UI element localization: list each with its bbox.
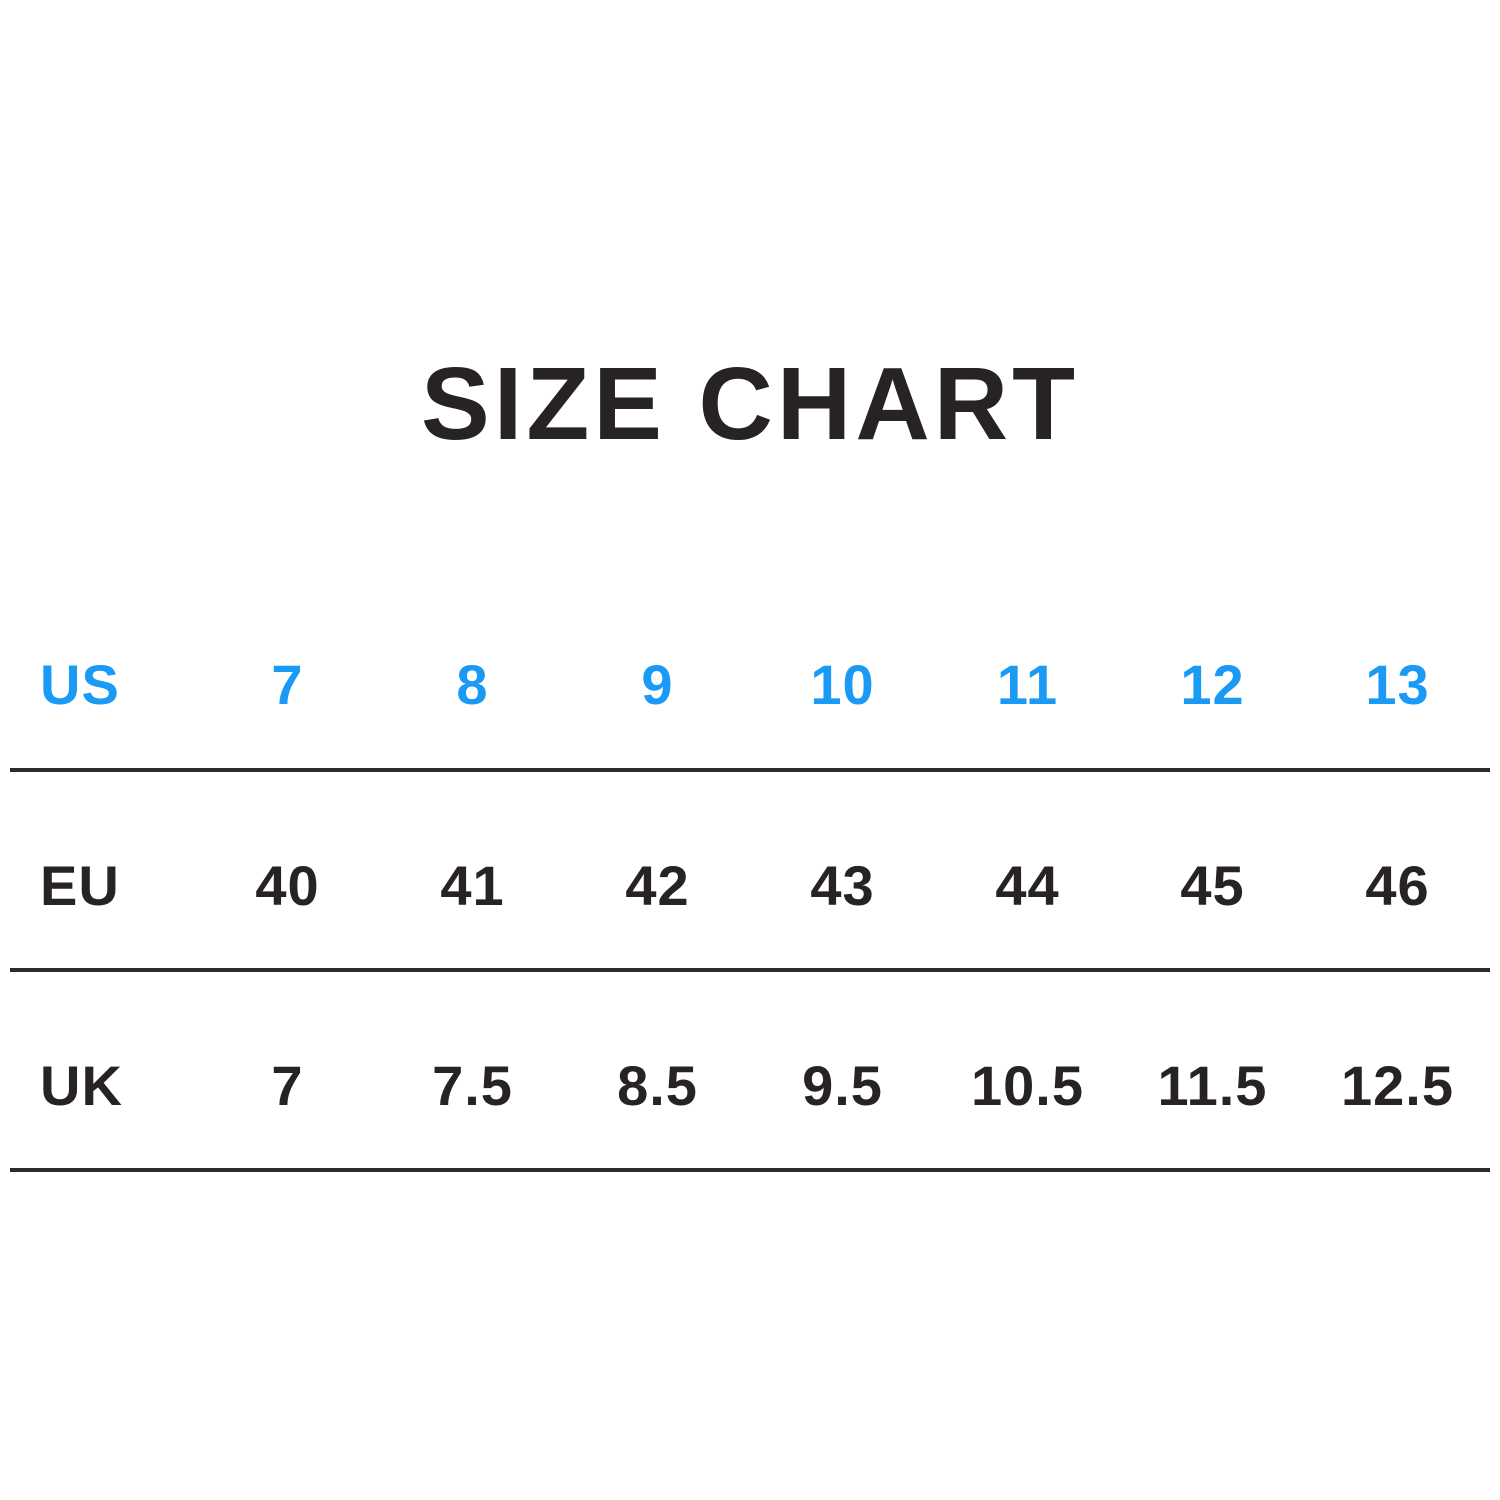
- size-cell-eu-7: 46: [1305, 770, 1490, 972]
- size-cell-us-3: 9: [565, 570, 750, 772]
- row-label-uk: UK: [10, 970, 195, 1172]
- row-label-eu: EU: [10, 770, 195, 972]
- size-cell-uk-2: 7.5: [380, 970, 565, 1172]
- size-cell-us-6: 12: [1120, 570, 1305, 772]
- size-row-us: US 7 8 9 10 11 12 13: [10, 570, 1490, 772]
- size-chart-table: US 7 8 9 10 11 12 13 EU 40 41 42 43 44 4…: [10, 570, 1490, 1172]
- size-row-uk: UK 7 7.5 8.5 9.5 10.5 11.5 12.5: [10, 970, 1490, 1172]
- size-cell-uk-4: 9.5: [750, 970, 935, 1172]
- page-title: SIZE CHART: [421, 346, 1079, 461]
- size-cell-us-4: 10: [750, 570, 935, 772]
- size-cell-us-1: 7: [195, 570, 380, 772]
- size-cell-uk-6: 11.5: [1120, 970, 1305, 1172]
- size-cell-uk-5: 10.5: [935, 970, 1120, 1172]
- size-cell-us-2: 8: [380, 570, 565, 772]
- size-cell-eu-5: 44: [935, 770, 1120, 972]
- size-cell-eu-2: 41: [380, 770, 565, 972]
- size-cell-eu-4: 43: [750, 770, 935, 972]
- size-cell-eu-3: 42: [565, 770, 750, 972]
- size-row-eu: EU 40 41 42 43 44 45 46: [10, 770, 1490, 972]
- size-cell-uk-1: 7: [195, 970, 380, 1172]
- size-cell-us-7: 13: [1305, 570, 1490, 772]
- size-cell-eu-6: 45: [1120, 770, 1305, 972]
- size-cell-uk-3: 8.5: [565, 970, 750, 1172]
- size-cell-eu-1: 40: [195, 770, 380, 972]
- size-cell-us-5: 11: [935, 570, 1120, 772]
- size-cell-uk-7: 12.5: [1305, 970, 1490, 1172]
- row-label-us: US: [10, 570, 195, 772]
